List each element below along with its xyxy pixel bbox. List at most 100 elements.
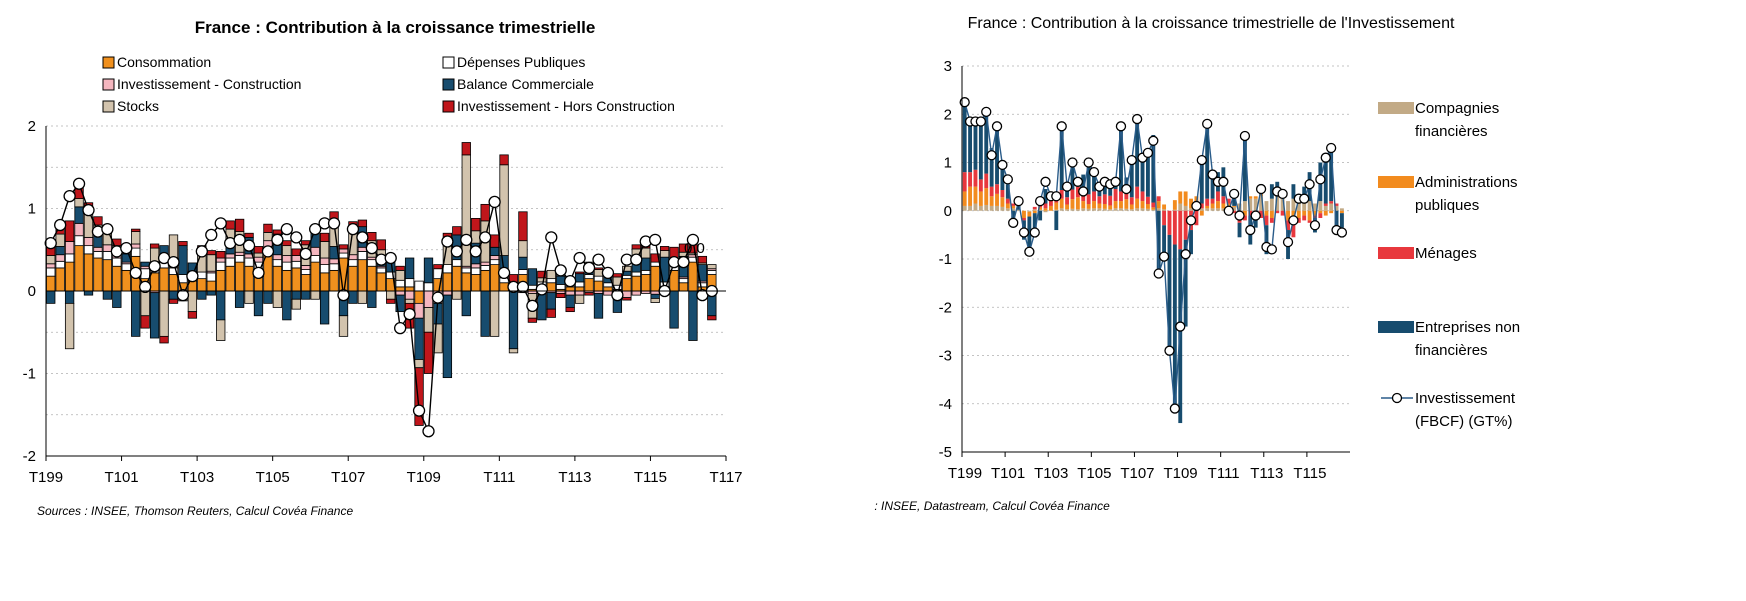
bar-investissement-construction bbox=[357, 246, 368, 252]
bar-entreprises-non-financieres bbox=[989, 148, 994, 187]
bar-menages bbox=[1264, 215, 1269, 226]
point-croissance-pib-gt bbox=[101, 222, 114, 236]
bar-entreprises-non-financieres bbox=[1059, 127, 1064, 191]
bar-administrations-publiques bbox=[1253, 196, 1258, 199]
bar-compagnies-financieres bbox=[1291, 198, 1296, 211]
bar-entreprises-non-financieres bbox=[978, 121, 983, 180]
point-investissement-fbcf-gt bbox=[1002, 174, 1013, 185]
bar-depenses-publiques bbox=[546, 278, 556, 284]
bar-administrations-publiques bbox=[1054, 202, 1059, 210]
bar-menages bbox=[1296, 217, 1301, 223]
bar-menages bbox=[1145, 196, 1150, 204]
bar-administrations-publiques bbox=[1081, 201, 1086, 209]
right-chart-title: France : Contribution à la croissance tr… bbox=[968, 15, 1455, 32]
bar-depenses-publiques bbox=[140, 268, 150, 280]
bar-depenses-publiques bbox=[64, 253, 75, 263]
point-croissance-pib-gt bbox=[63, 189, 76, 203]
bar-consommation bbox=[688, 261, 698, 292]
bar-entreprises-non-financieres bbox=[1027, 216, 1032, 256]
bar-compagnies-financieres bbox=[1172, 209, 1177, 211]
bar-investissement-hors-construction bbox=[376, 239, 386, 251]
x-tick-label: T113 bbox=[1250, 465, 1283, 482]
bar-compagnies-financieres bbox=[1097, 208, 1102, 211]
point-investissement-fbcf-gt bbox=[1029, 227, 1040, 238]
bar-stocks bbox=[64, 302, 75, 350]
point-investissement-fbcf-gt bbox=[1282, 236, 1294, 248]
bar-balance-commerciale bbox=[168, 290, 179, 300]
bar-menages bbox=[1275, 210, 1280, 214]
legend-label-balance-commerciale: Balance Commerciale bbox=[457, 76, 594, 92]
bar-depenses-publiques bbox=[622, 274, 632, 280]
bar-menages bbox=[1291, 222, 1296, 238]
bar-investissement-construction bbox=[338, 248, 349, 254]
bar-administrations-publiques bbox=[1011, 205, 1016, 209]
y-tick-label: -1 bbox=[23, 366, 36, 383]
bar-investissement-construction bbox=[102, 244, 113, 252]
bar-investissement-construction bbox=[282, 255, 292, 263]
bar-entreprises-non-financieres bbox=[1291, 184, 1296, 199]
bar-consommation bbox=[452, 265, 462, 292]
bar-depenses-publiques bbox=[650, 261, 660, 267]
bar-menages bbox=[1194, 210, 1199, 226]
bar-balance-commerciale bbox=[367, 290, 377, 308]
bar-entreprises-non-financieres bbox=[1210, 174, 1215, 199]
bar-consommation bbox=[593, 280, 604, 292]
x-tick-label: T107 bbox=[331, 469, 365, 486]
bar-stocks bbox=[386, 290, 396, 300]
point-investissement-fbcf-gt bbox=[1218, 176, 1229, 187]
bar-administrations-publiques bbox=[1323, 210, 1328, 216]
right-chart-panel: France : Contribution à la croissance tr… bbox=[827, 0, 1746, 596]
bar-administrations-publiques bbox=[962, 191, 967, 206]
point-croissance-pib-gt bbox=[167, 255, 180, 269]
point-croissance-pib-gt bbox=[686, 233, 700, 247]
point-croissance-pib-gt bbox=[545, 231, 558, 244]
point-croissance-pib-gt bbox=[450, 245, 463, 258]
point-croissance-pib-gt bbox=[120, 241, 133, 255]
bar-depenses-publiques bbox=[112, 257, 122, 267]
bar-menages bbox=[1059, 190, 1064, 199]
bar-depenses-publiques bbox=[206, 272, 216, 282]
bar-entreprises-non-financieres bbox=[962, 104, 967, 173]
bar-administrations-publiques bbox=[1038, 207, 1043, 210]
bar-compagnies-financieres bbox=[1124, 208, 1129, 211]
bar-menages bbox=[1022, 217, 1026, 221]
bar-entreprises-non-financieres bbox=[1005, 184, 1010, 199]
bar-entreprises-non-financieres bbox=[1102, 179, 1107, 195]
bar-compagnies-financieres bbox=[1302, 201, 1307, 211]
left-chart: France : Contribution à la croissance tr… bbox=[23, 18, 743, 518]
bar-stocks bbox=[499, 164, 509, 256]
bar-entreprises-non-financieres bbox=[1086, 165, 1091, 195]
bar-balance-commerciale bbox=[395, 294, 405, 313]
bar-investissement-hors-construction bbox=[319, 232, 330, 242]
bar-compagnies-financieres bbox=[1086, 208, 1091, 211]
bar-consommation bbox=[395, 286, 405, 292]
bar-administrations-publiques bbox=[1005, 203, 1010, 209]
bar-depenses-publiques bbox=[574, 281, 585, 288]
bar-investissement-construction bbox=[348, 254, 358, 261]
bar-compagnies-financieres bbox=[1032, 209, 1037, 211]
bar-depenses-publiques bbox=[121, 263, 131, 271]
bar-investissement-hors-construction bbox=[225, 220, 235, 230]
bar-entreprises-non-financieres bbox=[1092, 172, 1096, 192]
bar-menages bbox=[984, 173, 989, 189]
bar-investissement-hors-construction bbox=[357, 219, 368, 228]
bar-investissement-hors-construction bbox=[678, 243, 689, 253]
bar-entreprises-non-financieres bbox=[1237, 222, 1242, 238]
bar-administrations-publiques bbox=[1124, 199, 1129, 209]
bar-depenses-publiques bbox=[319, 264, 330, 274]
bar-investissement-construction bbox=[631, 290, 641, 296]
bar-administrations-publiques bbox=[1000, 197, 1005, 207]
bar-stocks bbox=[46, 255, 56, 265]
x-tick-label: T105 bbox=[1077, 465, 1111, 482]
bar-entreprises-non-financieres bbox=[1242, 138, 1247, 202]
bar-stocks bbox=[546, 269, 556, 280]
bar-investissement-hors-construction bbox=[546, 308, 556, 318]
bar-compagnies-financieres bbox=[1070, 208, 1075, 211]
bar-administrations-publiques bbox=[1189, 198, 1193, 209]
bar-menages bbox=[1302, 215, 1307, 221]
bar-depenses-publiques bbox=[272, 259, 283, 267]
bar-consommation bbox=[574, 286, 585, 292]
bar-compagnies-financieres bbox=[984, 204, 989, 211]
bar-consommation bbox=[93, 257, 103, 292]
bar-balance-commerciale bbox=[442, 294, 453, 379]
